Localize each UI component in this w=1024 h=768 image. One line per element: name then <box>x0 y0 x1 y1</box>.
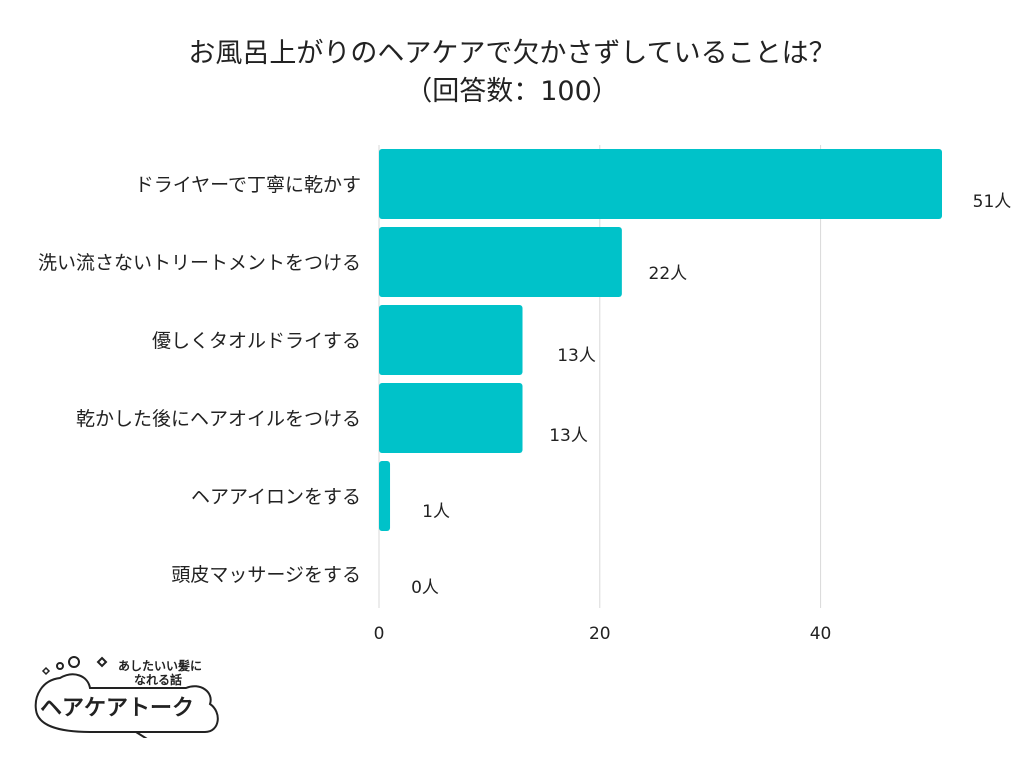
logo-bubble-tail <box>135 731 148 738</box>
data-label: 0人 <box>411 578 439 598</box>
category-label: ドライヤーで丁寧に乾かす <box>135 174 361 196</box>
data-label: 13人 <box>549 426 588 446</box>
category-label: ヘアアイロンをする <box>191 486 361 508</box>
bar <box>379 227 622 297</box>
data-label: 51人 <box>973 192 1012 212</box>
x-tick-label: 0 <box>374 624 385 644</box>
category-label: 頭皮マッサージをする <box>171 564 361 586</box>
category-label: 洗い流さないトリートメントをつける <box>38 252 361 274</box>
bubble-dot-icon <box>68 656 80 668</box>
sparkle-icon <box>96 656 108 668</box>
hair-care-talk-logo: あしたいい髪に なれる話 ヘアケアトーク <box>34 656 219 738</box>
logo-tagline-2: なれる話 <box>134 672 182 687</box>
logo-name: ヘアケアトーク <box>40 696 194 721</box>
bubble-dot-icon <box>56 662 64 670</box>
x-tick-label: 40 <box>810 624 832 644</box>
data-label: 22人 <box>649 264 688 284</box>
chart-subtitle: （回答数：100） <box>405 76 619 107</box>
category-label: 乾かした後にヘアオイルをつける <box>76 408 361 430</box>
x-tick-label: 20 <box>589 624 611 644</box>
data-label: 1人 <box>422 502 450 522</box>
sparkle-icon <box>41 666 51 676</box>
category-label: 優しくタオルドライする <box>152 330 361 352</box>
chart-title: お風呂上がりのヘアケアで欠かさずしていることは？ <box>188 38 836 69</box>
data-label: 13人 <box>557 346 596 366</box>
bar <box>379 383 523 453</box>
bar <box>379 461 391 531</box>
bar <box>379 149 942 219</box>
bar <box>379 305 523 375</box>
logo-bubble-shape <box>34 673 219 733</box>
logo-tagline-1: あしたいい髪に <box>118 658 202 673</box>
